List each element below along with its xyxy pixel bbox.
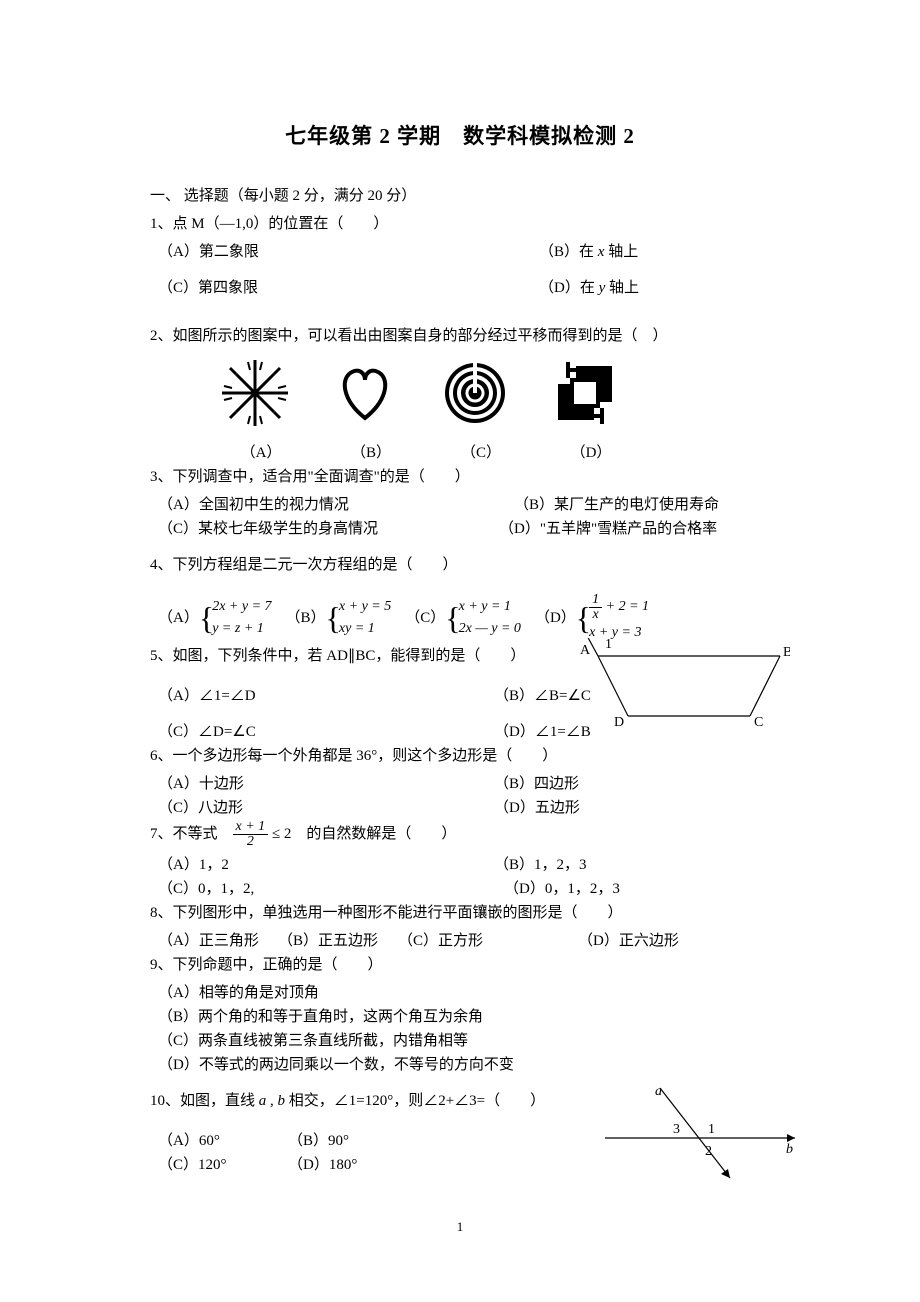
q6-opt-c: （C）八边形: [158, 796, 434, 820]
q8-opt-a: （A）正三角形: [158, 929, 278, 953]
q8-opt-c: （C）正方形: [398, 929, 578, 953]
q1-opt-c: （C）第四象限: [158, 276, 389, 300]
q10-opt-a: （A）60°: [158, 1129, 288, 1153]
svg-text:1: 1: [605, 638, 612, 652]
q2-label-c: （C）: [426, 441, 536, 465]
q2-label-a: （A）: [206, 441, 316, 465]
q9-opt-b: （B）两个角的和等于直角时，这两个角互为余角: [150, 1005, 770, 1029]
q7-opt-a: （A）1，2: [158, 853, 434, 877]
q7-opt-b: （B）1，2，3: [434, 853, 770, 877]
q5-diagram: A B C D 1: [570, 638, 790, 733]
pattern-b-icon: [330, 358, 400, 428]
q6-opt-d: （D）五边形: [434, 796, 770, 820]
q4-opt-d: （D）: [535, 606, 576, 630]
q8-opt-b: （B）正五边形: [278, 929, 398, 953]
pattern-d-icon: [550, 358, 620, 428]
svg-text:2: 2: [705, 1144, 712, 1159]
q4-sysc-2: 2x — y = 0: [459, 621, 521, 636]
q4-sysa-2: y = z + 1: [212, 621, 264, 636]
q10-opt-c: （C）120°: [158, 1153, 288, 1177]
q9-text: 9、下列命题中，正确的是（ ）: [150, 953, 770, 977]
q5-opt-c: （C）∠D=∠C: [158, 720, 434, 744]
svg-text:C: C: [754, 715, 763, 730]
svg-text:A: A: [580, 643, 591, 658]
q5-opt-a: （A）∠1=∠D: [158, 684, 434, 708]
q4-opt-c: （C）: [405, 606, 445, 630]
q2-text: 2、如图所示的图案中，可以看出由图案自身的部分经过平移而得到的是（ ）: [150, 324, 770, 348]
svg-text:1: 1: [708, 1122, 715, 1137]
q4-sysa-1: 2x + y = 7: [212, 599, 271, 614]
q8-text: 8、下列图形中，单独选用一种图形不能进行平面镶嵌的图形是（ ）: [150, 901, 770, 925]
q6-text: 6、一个多边形每一个外角都是 36°，则这个多边形是（ ）: [150, 744, 770, 768]
q9-opt-d: （D）不等式的两边同乘以一个数，不等号的方向不变: [150, 1053, 770, 1077]
q3-opt-a: （A）全国初中生的视力情况: [158, 493, 414, 517]
q4-sysb-2: xy = 1: [339, 621, 375, 636]
q10-diagram: a b 1 2 3: [600, 1083, 800, 1183]
q3-opt-d: （D）"五羊牌"雪糕产品的合格率: [429, 517, 770, 541]
q4-opt-b: （B）: [286, 606, 326, 630]
q2-pattern-row: [150, 358, 770, 436]
svg-text:B: B: [783, 645, 790, 660]
q2-label-d: （D）: [536, 441, 646, 465]
svg-text:D: D: [614, 715, 624, 730]
q4-sysb-1: x + y = 5: [339, 599, 391, 614]
q9-opt-c: （C）两条直线被第三条直线所截，内错角相等: [150, 1029, 770, 1053]
q10-opt-b: （B）90°: [288, 1129, 349, 1153]
section-heading: 一、 选择题（每小题 2 分，满分 20 分）: [150, 184, 770, 208]
q3-text: 3、下列调查中，适合用"全面调查"的是（ ）: [150, 465, 770, 489]
svg-text:a: a: [655, 1084, 662, 1099]
svg-text:b: b: [786, 1142, 793, 1157]
q6-opt-a: （A）十边形: [158, 772, 434, 796]
q1-opt-a: （A）第二象限: [158, 240, 389, 264]
q4-sysc-1: x + y = 1: [459, 599, 511, 614]
q7-opt-d: （D）0，1，2，3: [424, 877, 770, 901]
q9-opt-a: （A）相等的角是对顶角: [150, 981, 770, 1005]
q7-text: 7、不等式 x + 12 ≤ 2 的自然数解是（ ）: [150, 820, 770, 849]
pattern-c-icon: [440, 358, 510, 428]
svg-text:3: 3: [673, 1122, 680, 1137]
q10-opt-d: （D）180°: [288, 1153, 357, 1177]
q4-text: 4、下列方程组是二元一次方程组的是（ ）: [150, 553, 770, 577]
pattern-a-icon: [220, 358, 290, 428]
q8-opt-d: （D）正六边形: [578, 929, 679, 953]
page-number: 1: [150, 1217, 770, 1238]
q1-text: 1、点 M（—1,0）的位置在（ ）: [150, 212, 770, 236]
page-title: 七年级第 2 学期 数学科模拟检测 2: [150, 120, 770, 154]
q6-opt-b: （B）四边形: [434, 772, 770, 796]
q3-opt-c: （C）某校七年级学生的身高情况: [158, 517, 429, 541]
q3-opt-b: （B）某厂生产的电灯使用寿命: [414, 493, 770, 517]
q4-opt-a: （A）: [158, 606, 199, 630]
q7-opt-c: （C）0，1，2,: [158, 877, 424, 901]
q2-label-b: （B）: [316, 441, 426, 465]
